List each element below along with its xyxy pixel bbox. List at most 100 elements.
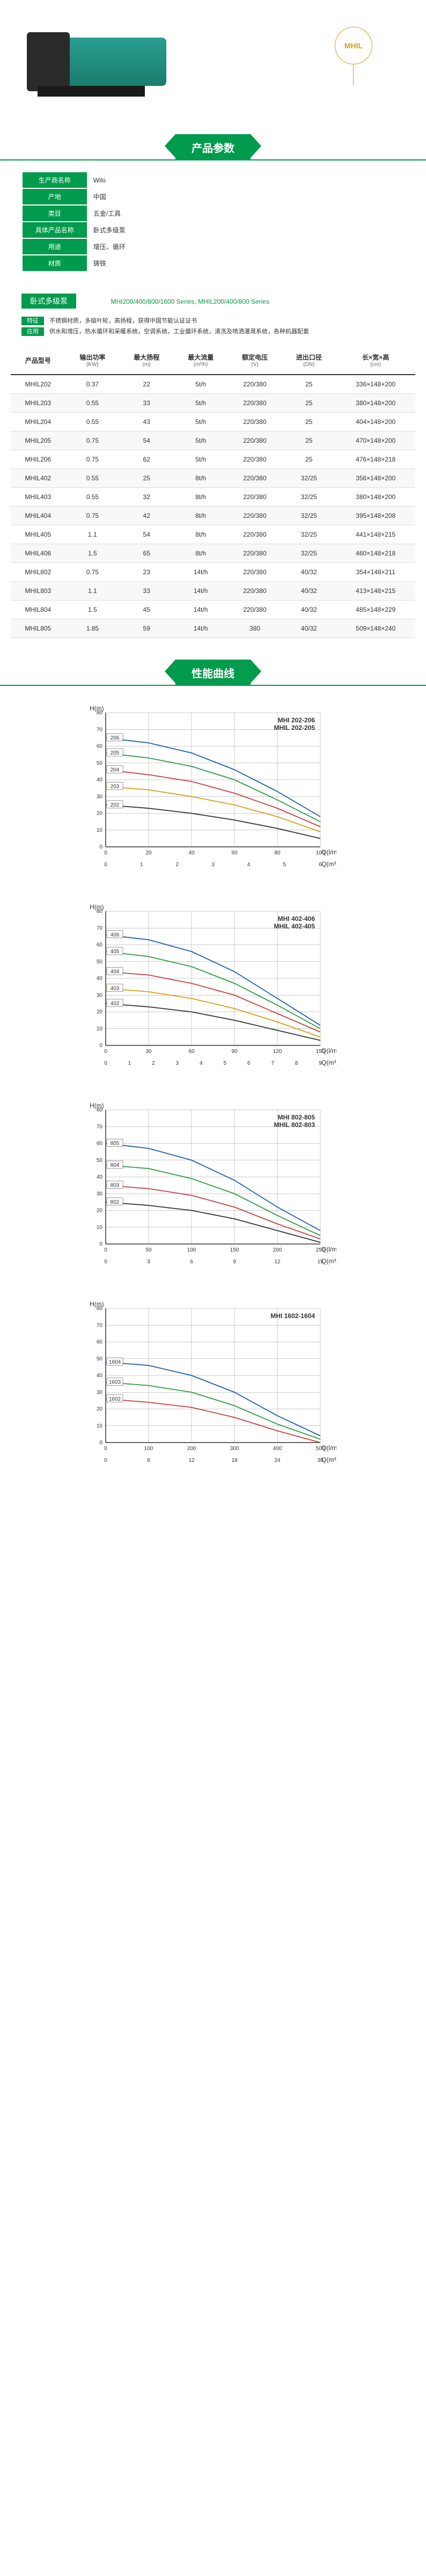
params-table: 生产商名称Wilo产地中国类目五金/工具具体产品名称卧式多级泵用途增压、循环材质…	[21, 171, 405, 272]
table-row: MHIL4030.55328t/h220/38032/25380×148×200	[11, 488, 415, 507]
param-label: 类目	[23, 206, 87, 221]
spec-header: 额定电压(V)	[228, 346, 282, 375]
svg-text:100: 100	[144, 1446, 153, 1452]
svg-text:403: 403	[111, 986, 120, 992]
svg-text:1: 1	[140, 862, 143, 868]
svg-text:MHI 402-406: MHI 402-406	[278, 915, 315, 923]
table-row: MHIL4040.75428t/h220/38032/25395×148×208	[11, 507, 415, 525]
svg-text:30: 30	[97, 1389, 103, 1395]
svg-text:0: 0	[99, 1043, 102, 1049]
svg-text:1604: 1604	[109, 1359, 121, 1365]
feature-text: 供水和增压，热水循环和采暖系统，空调系统，工业循环系统，清洗及喷洒灌溉系统，各种…	[49, 328, 309, 335]
svg-text:10: 10	[97, 828, 103, 833]
svg-text:60: 60	[231, 850, 238, 856]
table-row: MHIL2030.55335t/h220/38025380×148×200	[11, 394, 415, 413]
table-row: MHIL2060.75625t/h220/38025476×148×218	[11, 450, 415, 469]
svg-text:205: 205	[111, 750, 120, 756]
svg-text:0: 0	[104, 1247, 107, 1253]
svg-text:0: 0	[99, 1440, 102, 1446]
svg-text:40: 40	[97, 1174, 103, 1180]
svg-text:40: 40	[97, 1373, 103, 1379]
table-row: MHIL8020.752314t/h220/38040/32354×148×21…	[11, 563, 415, 582]
feature-label: 应用	[21, 327, 44, 336]
svg-text:405: 405	[111, 949, 120, 955]
svg-text:24: 24	[274, 1458, 281, 1463]
svg-text:40: 40	[97, 976, 103, 982]
subtitle: 卧式多级泵	[21, 294, 76, 309]
svg-text:Q(l/min): Q(l/min)	[321, 1444, 336, 1452]
svg-text:802: 802	[111, 1199, 120, 1205]
subtitle-series: MHI200/400/800/1600 Series, MHIL200/400/…	[111, 298, 269, 305]
table-row: MHIL8051.855914t/h38040/32509×148×240	[11, 619, 415, 638]
svg-text:60: 60	[97, 942, 103, 948]
svg-text:804: 804	[111, 1162, 120, 1168]
table-row: MHIL8031.13314t/h220/38040/32413×148×215	[11, 582, 415, 601]
table-row: MHIL2040.55435t/h220/38025404×148×200	[11, 413, 415, 431]
svg-text:406: 406	[111, 932, 120, 938]
svg-text:404: 404	[111, 969, 120, 975]
svg-text:200: 200	[273, 1247, 282, 1253]
svg-text:0: 0	[104, 1259, 107, 1265]
svg-text:20: 20	[97, 1407, 103, 1413]
svg-text:30: 30	[97, 1191, 103, 1197]
svg-text:MHIL 402-405: MHIL 402-405	[274, 923, 315, 930]
svg-text:H(m): H(m)	[90, 705, 104, 712]
spec-table: 产品型号输出功率(KW)最大扬程(m)最大流量(m³/h)额定电压(V)进出口径…	[11, 346, 415, 638]
svg-text:MHI 802-805: MHI 802-805	[278, 1114, 315, 1121]
svg-text:20: 20	[97, 1009, 103, 1015]
svg-text:Q(m³/h): Q(m³/h)	[321, 1257, 336, 1265]
svg-text:0: 0	[104, 1446, 107, 1452]
svg-text:40: 40	[97, 777, 103, 783]
svg-text:6: 6	[190, 1259, 193, 1265]
svg-text:2: 2	[176, 862, 179, 868]
svg-text:50: 50	[145, 1247, 152, 1253]
svg-text:150: 150	[230, 1247, 239, 1253]
svg-text:90: 90	[231, 1049, 238, 1055]
svg-text:12: 12	[188, 1458, 195, 1463]
param-value: Wilo	[88, 172, 404, 188]
param-value: 铸铁	[88, 255, 404, 271]
svg-text:5: 5	[283, 862, 287, 868]
svg-text:300: 300	[230, 1446, 239, 1452]
svg-text:70: 70	[97, 727, 103, 733]
svg-text:5: 5	[223, 1060, 226, 1066]
svg-text:0: 0	[104, 1060, 107, 1066]
param-value: 卧式多级泵	[88, 222, 404, 238]
svg-text:30: 30	[145, 1049, 152, 1055]
svg-text:Q(l/min): Q(l/min)	[321, 1246, 336, 1253]
svg-text:3: 3	[211, 862, 215, 868]
param-value: 五金/工具	[88, 206, 404, 221]
spec-header: 长×宽×高(cm)	[336, 346, 415, 375]
svg-text:MHI 1602-1604: MHI 1602-1604	[270, 1312, 315, 1320]
svg-text:MHIL 202-205: MHIL 202-205	[274, 724, 315, 731]
svg-text:50: 50	[97, 1158, 103, 1163]
param-value: 中国	[88, 189, 404, 204]
svg-text:70: 70	[97, 925, 103, 931]
product-badge: MHIL	[335, 27, 372, 64]
svg-text:202: 202	[111, 802, 120, 808]
svg-text:203: 203	[111, 784, 120, 790]
svg-text:H(m): H(m)	[90, 903, 104, 911]
svg-text:H(m): H(m)	[90, 1102, 104, 1109]
svg-text:20: 20	[97, 1208, 103, 1214]
svg-text:70: 70	[97, 1124, 103, 1130]
svg-text:80: 80	[274, 850, 281, 856]
svg-text:0: 0	[104, 1458, 107, 1463]
svg-text:60: 60	[97, 1340, 103, 1345]
svg-text:Q(l/min): Q(l/min)	[321, 848, 336, 856]
svg-text:Q(m³/h): Q(m³/h)	[321, 1456, 336, 1463]
svg-text:402: 402	[111, 1001, 120, 1007]
svg-text:0: 0	[104, 850, 107, 856]
svg-text:30: 30	[97, 992, 103, 998]
svg-text:10: 10	[97, 1225, 103, 1231]
spec-header: 产品型号	[11, 346, 65, 375]
svg-text:7: 7	[271, 1060, 274, 1066]
product-image	[27, 16, 188, 113]
svg-text:3: 3	[147, 1259, 150, 1265]
svg-text:805: 805	[111, 1141, 120, 1147]
svg-text:206: 206	[111, 735, 120, 741]
param-label: 具体产品名称	[23, 222, 87, 238]
spec-header: 最大流量(m³/h)	[174, 346, 228, 375]
table-row: MHIL8041.54514t/h220/38040/32485×148×229	[11, 601, 415, 619]
svg-text:60: 60	[97, 1141, 103, 1147]
